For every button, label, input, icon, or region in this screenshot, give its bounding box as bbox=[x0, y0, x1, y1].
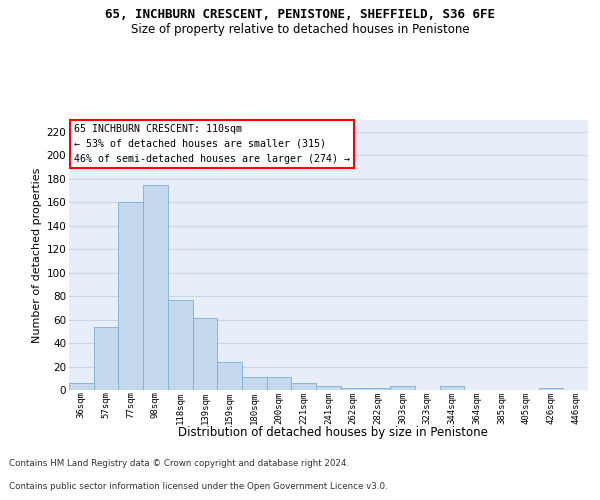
Text: Size of property relative to detached houses in Penistone: Size of property relative to detached ho… bbox=[131, 22, 469, 36]
Bar bbox=[292, 383, 316, 390]
Bar bbox=[69, 383, 94, 390]
Text: Distribution of detached houses by size in Penistone: Distribution of detached houses by size … bbox=[178, 426, 488, 439]
Text: 65 INCHBURN CRESCENT: 110sqm
← 53% of detached houses are smaller (315)
46% of s: 65 INCHBURN CRESCENT: 110sqm ← 53% of de… bbox=[74, 124, 350, 164]
Bar bbox=[539, 388, 563, 390]
Bar bbox=[242, 377, 267, 390]
Y-axis label: Number of detached properties: Number of detached properties bbox=[32, 168, 43, 342]
Bar bbox=[118, 202, 143, 390]
Bar bbox=[316, 386, 341, 390]
Bar bbox=[168, 300, 193, 390]
Bar bbox=[143, 184, 168, 390]
Bar bbox=[267, 377, 292, 390]
Bar bbox=[217, 362, 242, 390]
Text: Contains HM Land Registry data © Crown copyright and database right 2024.: Contains HM Land Registry data © Crown c… bbox=[9, 458, 349, 468]
Bar bbox=[341, 388, 365, 390]
Bar bbox=[440, 386, 464, 390]
Text: 65, INCHBURN CRESCENT, PENISTONE, SHEFFIELD, S36 6FE: 65, INCHBURN CRESCENT, PENISTONE, SHEFFI… bbox=[105, 8, 495, 20]
Bar bbox=[94, 326, 118, 390]
Bar bbox=[390, 386, 415, 390]
Text: Contains public sector information licensed under the Open Government Licence v3: Contains public sector information licen… bbox=[9, 482, 388, 491]
Bar bbox=[365, 388, 390, 390]
Bar bbox=[193, 318, 217, 390]
